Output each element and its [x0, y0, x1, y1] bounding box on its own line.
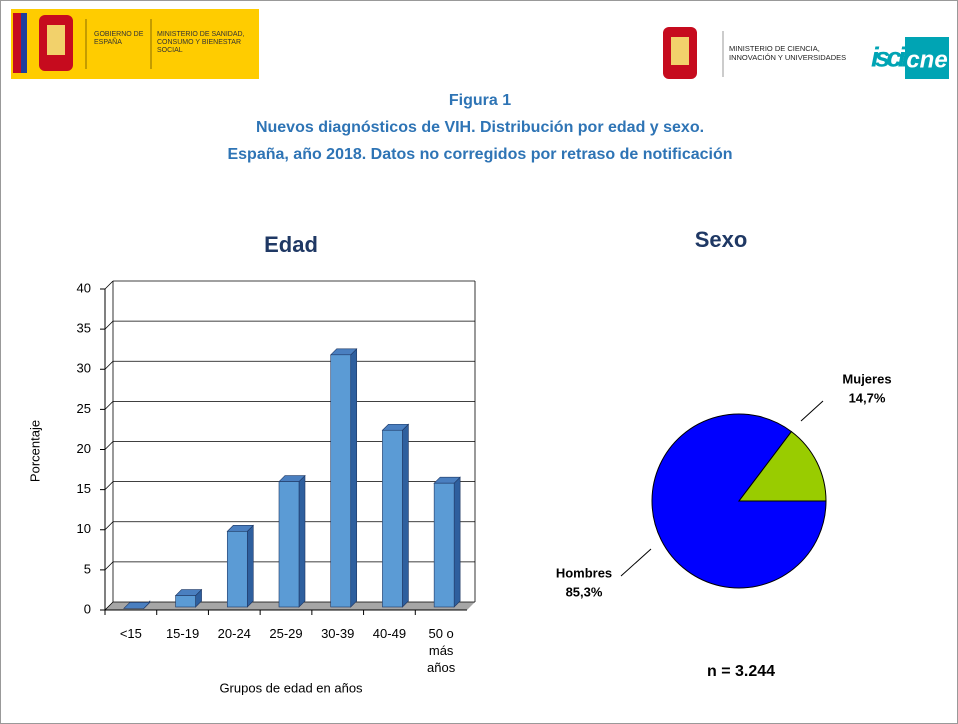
- bar-side: [453, 476, 461, 608]
- pie-label: Hombres: [556, 565, 612, 580]
- bar-side: [402, 423, 409, 608]
- grid-line: [104, 280, 114, 290]
- y-tick-label: 35: [77, 321, 91, 336]
- org: GOBIERNO DE ESPAÑA: [94, 31, 144, 46]
- x-tick-label: 20-24: [217, 626, 251, 641]
- ministry: MINISTERIO DE SANIDAD, CONSUMO Y BIENEST…: [157, 31, 245, 54]
- leader-line: [620, 548, 652, 577]
- grid-line: [104, 601, 114, 611]
- chart-title: Edad: [264, 232, 318, 257]
- y-tick-label: 0: [84, 601, 91, 616]
- pie-label: Mujeres: [842, 371, 891, 386]
- fo: MINISTERIO DE SANIDAD, CONSUMO Y BIENEST…: [157, 31, 245, 54]
- leader-line: [800, 400, 824, 422]
- x-tick-label: 30-39: [321, 626, 355, 641]
- x-tick-label: 40-49: [372, 626, 407, 641]
- bar: [382, 429, 403, 608]
- y-tick-label: 40: [77, 280, 91, 295]
- y-tick-label: 25: [77, 401, 91, 416]
- figure-title: Nuevos diagnósticos de VIH. Distribución…: [256, 119, 704, 136]
- y-tick-label: 30: [77, 361, 91, 376]
- flag: [21, 13, 27, 73]
- bar: [226, 531, 248, 608]
- bar-side: [246, 524, 254, 608]
- chart-title: Sexo: [695, 227, 748, 252]
- y-axis-label: Porcentaje: [27, 420, 42, 482]
- pie-value-label: 85,3%: [566, 584, 603, 599]
- grid-line: [104, 401, 114, 410]
- bar: [433, 482, 455, 608]
- logo-cne: cne: [906, 46, 947, 73]
- x-tick-label: <15: [119, 626, 142, 641]
- crest: [47, 25, 65, 55]
- ministry: MINISTERIO DE CIENCIA, INNOVACIÓN Y UNIV…: [729, 45, 847, 62]
- y-tick-label: 5: [84, 561, 91, 576]
- x-tick-label: 25-29: [269, 626, 303, 641]
- grid-line: [104, 441, 114, 450]
- bar-side: [298, 474, 306, 608]
- figure-subtitle: España, año 2018. Datos no corregidos po…: [227, 146, 732, 163]
- crest: [671, 37, 689, 65]
- grid-line: [104, 521, 114, 531]
- bar: [278, 481, 300, 608]
- figure-label: Figura 1: [449, 92, 511, 109]
- pie-slice: [737, 430, 827, 502]
- grid-line: [104, 320, 114, 330]
- bar: [330, 354, 352, 608]
- grid-line: [104, 561, 114, 571]
- fo: MINISTERIO DE CIENCIA, INNOVACIÓN Y UNIV…: [729, 45, 847, 62]
- bar: [175, 595, 196, 608]
- grid-line: [104, 360, 114, 370]
- flag: [13, 13, 21, 73]
- grid-line: [104, 481, 114, 490]
- fo: GOBIERNO DE ESPAÑA: [94, 31, 144, 46]
- bar-top: [123, 602, 151, 609]
- x-tick-label: 15-19: [165, 626, 200, 641]
- y-tick-label: 20: [77, 441, 91, 456]
- bar-side: [350, 348, 358, 608]
- y-tick-label: 10: [77, 521, 91, 536]
- pie-value-label: 14,7%: [849, 390, 886, 405]
- x-axis-label: Grupos de edad en años: [219, 680, 363, 695]
- logo-box: [905, 37, 949, 79]
- y-tick-label: 15: [77, 481, 91, 496]
- pie-note: n = 3.244: [707, 663, 775, 680]
- x-tick-label: 50 o más años: [427, 626, 456, 675]
